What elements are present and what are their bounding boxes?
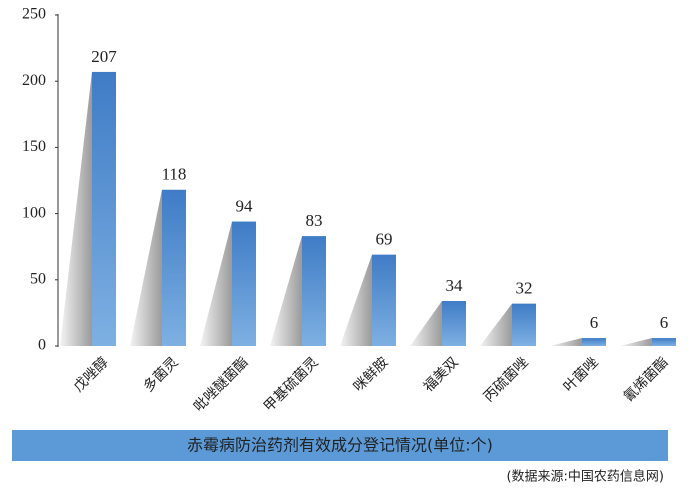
x-tick-label: 甲基硫菌灵 bbox=[260, 354, 322, 416]
bar bbox=[92, 71, 116, 346]
bar-shadow bbox=[270, 236, 302, 346]
bar bbox=[232, 221, 256, 346]
y-tick-label: 250 bbox=[22, 6, 46, 23]
bar-shadow bbox=[130, 189, 162, 346]
value-label: 69 bbox=[376, 230, 393, 249]
chart-title: 赤霉病防治药剂有效成分登记情况(单位:个) bbox=[187, 436, 493, 455]
x-tick-label: 戊唑醇 bbox=[70, 354, 112, 396]
bar-shadow bbox=[620, 338, 652, 346]
bar bbox=[302, 236, 326, 346]
bar bbox=[442, 300, 466, 346]
x-tick-label: 吡唑醚菌酯 bbox=[191, 354, 252, 415]
bar bbox=[652, 338, 676, 346]
bar-shadow bbox=[340, 254, 372, 346]
bar bbox=[512, 303, 536, 346]
y-tick-label: 150 bbox=[22, 138, 46, 155]
x-tick-label: 福美双 bbox=[421, 354, 462, 395]
bar bbox=[162, 189, 186, 346]
title-band bbox=[12, 430, 668, 461]
value-label: 118 bbox=[162, 165, 187, 184]
bar-shadow bbox=[60, 71, 92, 346]
bar-shadow bbox=[200, 221, 232, 346]
value-label: 34 bbox=[446, 276, 464, 295]
y-tick-label: 100 bbox=[22, 204, 46, 221]
source-note: (数据来源:中国农药信息网) bbox=[506, 469, 664, 485]
x-tick-label: 丙硫菌唑 bbox=[481, 354, 532, 405]
bar-shadow bbox=[550, 338, 582, 346]
bar-shadow bbox=[410, 300, 442, 346]
y-tick-label: 200 bbox=[22, 72, 46, 89]
y-tick-label: 50 bbox=[30, 270, 46, 287]
value-label: 207 bbox=[91, 47, 117, 66]
value-label: 6 bbox=[590, 313, 599, 332]
x-tick-label: 叶菌唑 bbox=[561, 354, 602, 395]
value-label: 32 bbox=[516, 279, 533, 298]
x-tick-label: 多菌灵 bbox=[140, 354, 182, 396]
y-tick-label: 0 bbox=[38, 337, 46, 354]
value-label: 83 bbox=[306, 211, 323, 230]
value-label: 94 bbox=[236, 196, 254, 215]
value-label: 6 bbox=[660, 313, 669, 332]
bar bbox=[372, 254, 396, 346]
bar bbox=[582, 338, 606, 346]
bar-shadow bbox=[480, 303, 512, 346]
x-tick-label: 咪鲜胺 bbox=[351, 354, 392, 395]
x-tick-label: 氰烯菌酯 bbox=[621, 354, 672, 405]
